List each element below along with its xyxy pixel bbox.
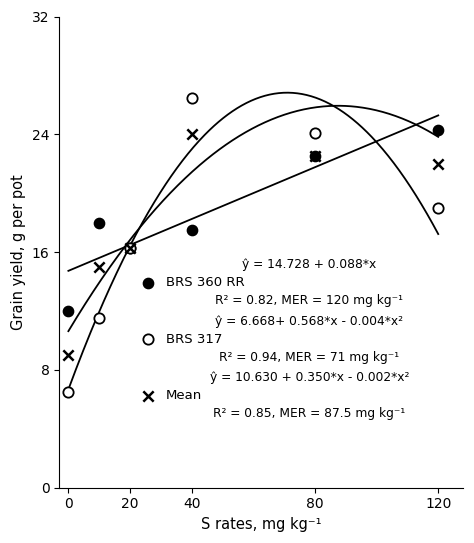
- Point: [126, 243, 134, 252]
- Point: [188, 93, 195, 102]
- Point: [64, 351, 72, 359]
- Point: [64, 388, 72, 396]
- Text: R² = 0.94, MER = 71 mg kg⁻¹: R² = 0.94, MER = 71 mg kg⁻¹: [219, 351, 400, 364]
- Text: ŷ = 6.668+ 0.568*x - 0.004*x²: ŷ = 6.668+ 0.568*x - 0.004*x²: [216, 315, 403, 328]
- Text: ŷ = 10.630 + 0.350*x - 0.002*x²: ŷ = 10.630 + 0.350*x - 0.002*x²: [210, 371, 409, 384]
- Point: [435, 204, 442, 212]
- Text: BRS 317: BRS 317: [166, 333, 222, 346]
- Point: [188, 226, 195, 235]
- Y-axis label: Grain yield, g per pot: Grain yield, g per pot: [11, 174, 26, 330]
- Point: [95, 262, 103, 271]
- Text: R² = 0.85, MER = 87.5 mg kg⁻¹: R² = 0.85, MER = 87.5 mg kg⁻¹: [213, 407, 406, 420]
- Point: [95, 218, 103, 227]
- Point: [65, 477, 73, 485]
- Point: [64, 307, 72, 315]
- Point: [65, 478, 73, 487]
- Point: [126, 243, 134, 252]
- Text: Mean: Mean: [166, 389, 202, 402]
- Point: [188, 130, 195, 138]
- Text: ŷ = 14.728 + 0.088*x: ŷ = 14.728 + 0.088*x: [242, 258, 376, 272]
- Text: R² = 0.82, MER = 120 mg kg⁻¹: R² = 0.82, MER = 120 mg kg⁻¹: [216, 294, 403, 307]
- Point: [311, 152, 319, 161]
- Point: [311, 129, 319, 137]
- Point: [435, 125, 442, 134]
- Point: [65, 481, 73, 489]
- Point: [435, 160, 442, 168]
- Text: BRS 360 RR: BRS 360 RR: [166, 276, 245, 289]
- Point: [311, 152, 319, 161]
- Point: [95, 314, 103, 323]
- X-axis label: S rates, mg kg⁻¹: S rates, mg kg⁻¹: [201, 517, 321, 532]
- Point: [126, 243, 134, 252]
